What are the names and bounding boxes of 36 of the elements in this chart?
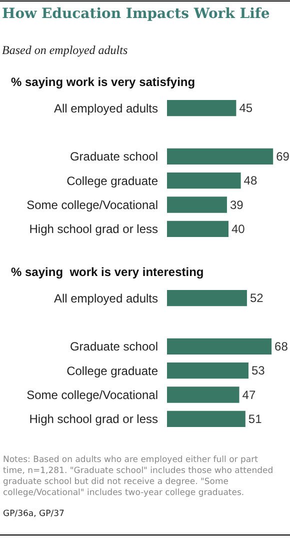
y-tick-label: High school grad or less — [29, 412, 158, 426]
bar — [167, 196, 227, 213]
bar — [167, 172, 241, 189]
y-tick-label: College graduate — [66, 364, 158, 378]
data-label: 48 — [244, 174, 258, 188]
data-label: 68 — [274, 339, 288, 354]
data-label: 45 — [239, 101, 253, 116]
text: GP/36a, GP/37 — [3, 509, 64, 519]
bar — [167, 362, 248, 379]
data-label: 39 — [230, 198, 244, 212]
bar — [167, 148, 274, 165]
text: Based on employed adults — [2, 43, 128, 57]
y-tick-label: All employed adults — [54, 101, 158, 116]
data-label: 52 — [250, 291, 264, 306]
y-tick-label: College graduate — [66, 174, 158, 188]
y-tick-label: Graduate school — [70, 340, 158, 354]
bar — [167, 220, 228, 238]
chart-title: How Education Impacts Work Life — [2, 6, 270, 22]
bar — [167, 290, 247, 306]
y-tick-label: Graduate school — [70, 150, 158, 164]
y-tick-label: Some college/Vocational — [26, 388, 158, 402]
y-tick-label: Some college/Vocational — [26, 198, 158, 212]
text: % saying work is very satisfying — [11, 75, 196, 89]
data-label: 40 — [232, 222, 246, 236]
data-label: 69 — [276, 149, 290, 164]
data-label: 51 — [248, 412, 262, 426]
data-label: 53 — [251, 364, 266, 378]
y-tick-label: High school grad or less — [29, 222, 158, 236]
text: % saying work is very interesting — [11, 265, 204, 279]
data-label: 47 — [242, 388, 256, 402]
bar — [167, 338, 272, 355]
bar — [167, 386, 240, 403]
y-tick-label: All employed adults — [54, 291, 158, 306]
text: Notes: Based on adults who are employed either full or part time, n=1,281. "Graduate school" includes those who attended graduate school but did not receive a degree. "Some college/Vocational" includes two-year college graduates. — [3, 455, 274, 498]
bar — [167, 100, 236, 116]
bar — [167, 410, 246, 428]
